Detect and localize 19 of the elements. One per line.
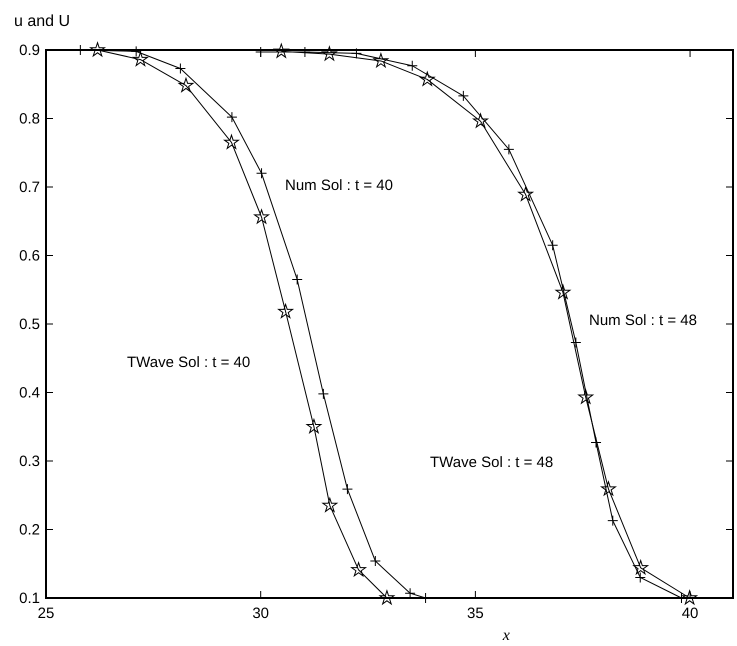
y-tick-label: 0.7	[19, 179, 40, 196]
y-tick-label: 0.8	[19, 110, 40, 128]
x-tick-label: 35	[467, 605, 484, 622]
annotation: Num Sol : t = 48	[589, 312, 697, 329]
y-tick-label: 0.1	[19, 590, 40, 607]
annotation: Num Sol : t = 40	[285, 177, 393, 194]
y-axis-title: u and U	[14, 13, 70, 30]
y-tick-label: 0.9	[19, 42, 40, 59]
x-tick-label: 30	[252, 605, 270, 622]
annotation: TWave Sol : t = 40	[127, 354, 250, 371]
y-tick-label: 0.6	[19, 248, 40, 264]
y-tick-label: 0.3	[19, 453, 40, 470]
x-tick-label: 40	[682, 605, 698, 622]
y-tick-label: 0.5	[19, 316, 40, 333]
x-tick-label: 25	[38, 605, 54, 622]
x-axis-title: x	[502, 627, 510, 644]
y-tick-label: 0.2	[19, 522, 40, 538]
annotation: TWave Sol : t = 48	[430, 454, 554, 471]
y-tick-label: 0.4	[19, 384, 40, 402]
